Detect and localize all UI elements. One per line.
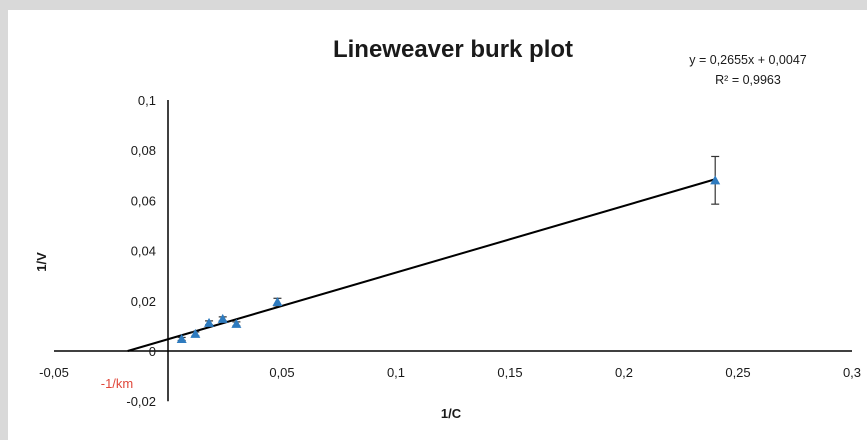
data-point-marker (710, 175, 721, 185)
x-tick-label: 0,05 (269, 365, 294, 380)
data-point-marker (190, 328, 201, 338)
y-tick-label: 0,02 (131, 294, 156, 309)
data-point-marker (272, 297, 283, 307)
y-tick-label: 0,06 (131, 193, 156, 208)
y-tick-label: 0,08 (131, 143, 156, 158)
km-annotation: -1/km (101, 376, 134, 391)
trendline-equation: y = 0,2655x + 0,0047 (689, 53, 807, 67)
y-tick-label: -0,02 (126, 394, 156, 409)
x-tick-label: -0,05 (39, 365, 69, 380)
data-point-marker (231, 318, 242, 328)
data-point-marker (204, 317, 215, 327)
x-tick-label: 0,2 (615, 365, 633, 380)
x-tick-label: 0,3 (843, 365, 861, 380)
chart-frame: Lineweaver burk plot y = 0,2655x + 0,004… (8, 10, 867, 440)
data-point-marker (176, 333, 187, 343)
x-axis-title: 1/C (441, 406, 462, 421)
lineweaver-burk-chart: Lineweaver burk plot y = 0,2655x + 0,004… (34, 36, 861, 421)
trendline (127, 178, 716, 352)
y-tick-label: 0,1 (138, 93, 156, 108)
r-squared-label: R² = 0,9963 (715, 73, 781, 87)
y-tick-label: 0 (149, 344, 156, 359)
data-point-marker (217, 313, 228, 323)
x-tick-label: 0,15 (497, 365, 522, 380)
x-tick-label: 0,25 (725, 365, 750, 380)
y-tick-label: 0,04 (131, 244, 156, 259)
chart-title: Lineweaver burk plot (333, 36, 573, 63)
plot-area: -0,05 0,05 0,1 0,15 0,2 0,25 0,3 -0,02 0 0,02 0,04… (39, 93, 861, 409)
y-axis-title: 1/V (34, 252, 49, 272)
x-tick-label: 0,1 (387, 365, 405, 380)
